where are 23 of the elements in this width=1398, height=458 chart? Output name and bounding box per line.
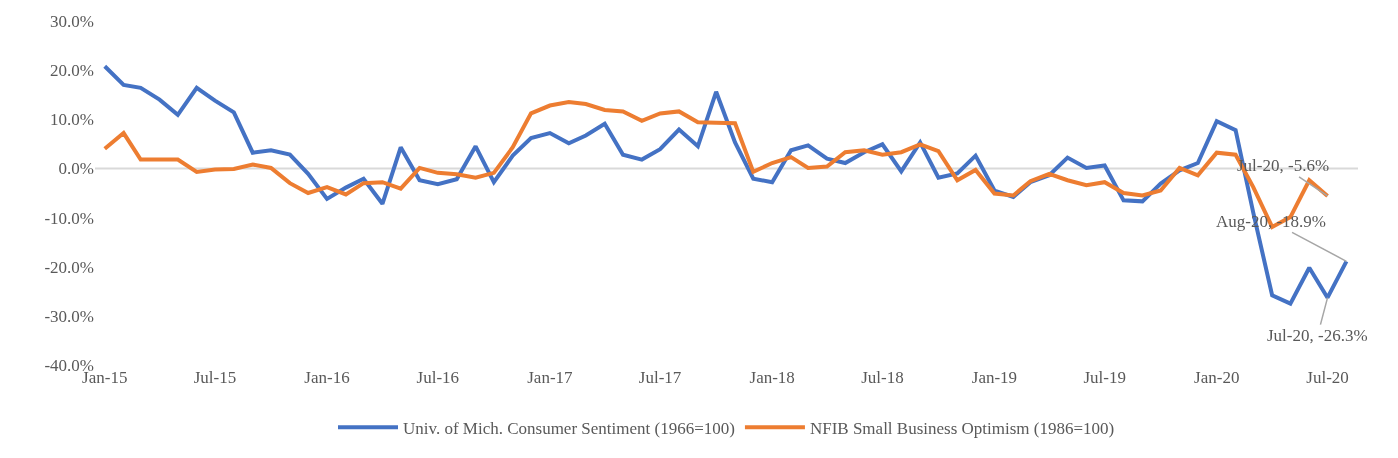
y-tick-label: 0.0%	[58, 159, 94, 179]
annotation: Jul-20, -26.3%	[1267, 326, 1368, 345]
x-tick-label: Jul-20	[1306, 368, 1349, 387]
line-series	[102, 64, 1349, 306]
x-tick-label: Jul-15	[193, 368, 237, 387]
y-tick-label: -20.0%	[44, 257, 94, 277]
x-tick-label: Jul-19	[1083, 368, 1126, 387]
legend-label: NFIB Small Business Optimism (1986=100)	[809, 418, 1115, 438]
y-tick-label: 10.0%	[50, 110, 94, 130]
x-tick-label: Jul-16	[416, 368, 460, 387]
x-tick-label: Jan-19	[971, 368, 1018, 387]
x-tick-label: Jan-18	[749, 368, 795, 387]
y-tick-label: 30.0%	[50, 11, 94, 31]
y-tick-label: -10.0%	[44, 208, 94, 228]
x-tick-label: Jan-20	[1194, 368, 1240, 387]
y-tick-label: 20.0%	[50, 61, 94, 81]
x-tick-label: Jan-16	[304, 368, 350, 387]
line-series	[102, 100, 1330, 229]
x-tick-label: Jan-17	[527, 368, 574, 387]
legend-label: Univ. of Mich. Consumer Sentiment (1966=100)	[403, 418, 735, 438]
x-tick-label: Jul-18	[861, 368, 904, 387]
y-tick-label: -30.0%	[44, 306, 94, 326]
x-tick-label: Jul-17	[638, 368, 682, 387]
